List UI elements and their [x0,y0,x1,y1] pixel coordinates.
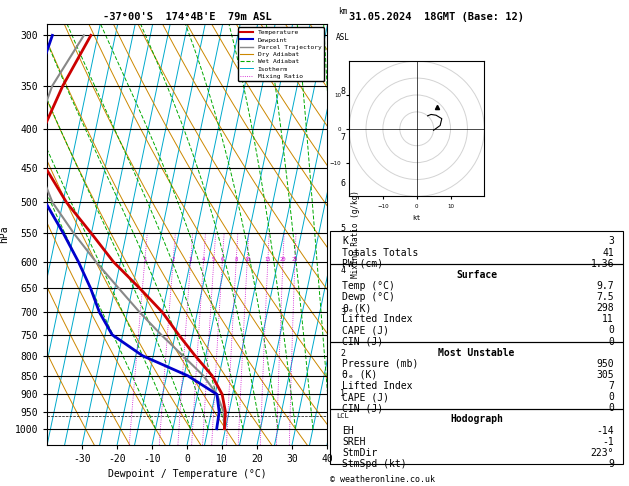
Text: 11: 11 [602,314,614,324]
Bar [330,409,623,465]
Text: km: km [338,7,347,16]
Text: Most Unstable: Most Unstable [438,347,515,358]
Text: 15: 15 [265,257,271,262]
Title: -37°00'S  174°4B'E  79m ASL: -37°00'S 174°4B'E 79m ASL [103,12,272,22]
Bar [330,264,623,342]
Text: CAPE (J): CAPE (J) [342,392,389,402]
Text: -14: -14 [596,426,614,435]
Text: 6: 6 [221,257,224,262]
Text: 6: 6 [340,179,345,188]
Text: 3: 3 [608,236,614,246]
Text: Lifted Index: Lifted Index [342,314,413,324]
Text: 0: 0 [608,403,614,413]
Text: Totals Totals: Totals Totals [342,247,418,258]
Text: θₑ (K): θₑ (K) [342,370,377,380]
Bar [330,231,623,264]
Text: Pressure (mb): Pressure (mb) [342,359,418,369]
Text: 41: 41 [602,247,614,258]
Text: 0: 0 [608,336,614,347]
Text: 20: 20 [280,257,286,262]
X-axis label: kt: kt [413,215,421,221]
Text: 305: 305 [596,370,614,380]
Text: 2: 2 [340,349,345,358]
Text: 10: 10 [244,257,250,262]
Text: SREH: SREH [342,436,365,447]
Text: -1: -1 [602,436,614,447]
Text: 25: 25 [292,257,298,262]
Bar [330,342,623,409]
Text: θₑ(K): θₑ(K) [342,303,371,313]
Text: 1: 1 [143,257,147,262]
Text: 8: 8 [340,87,345,96]
Text: 223°: 223° [591,448,614,458]
Legend: Temperature, Dewpoint, Parcel Trajectory, Dry Adiabat, Wet Adiabat, Isotherm, Mi: Temperature, Dewpoint, Parcel Trajectory… [238,27,324,81]
Text: Lifted Index: Lifted Index [342,381,413,391]
Text: 0: 0 [608,326,614,335]
Y-axis label: hPa: hPa [0,226,9,243]
Text: ASL: ASL [336,33,350,42]
Text: CAPE (J): CAPE (J) [342,326,389,335]
Text: 7: 7 [340,133,345,142]
Text: 5: 5 [340,224,345,232]
Text: Hodograph: Hodograph [450,415,503,424]
Text: CIN (J): CIN (J) [342,336,383,347]
Text: 950: 950 [596,359,614,369]
Text: 2: 2 [172,257,175,262]
Text: 7: 7 [608,381,614,391]
Text: 1: 1 [340,389,345,398]
Text: 7.5: 7.5 [596,292,614,302]
Text: 8: 8 [235,257,238,262]
X-axis label: Dewpoint / Temperature (°C): Dewpoint / Temperature (°C) [108,469,267,479]
Text: 5: 5 [212,257,215,262]
Text: 298: 298 [596,303,614,313]
Text: 0: 0 [608,392,614,402]
Text: Mixing Ratio (g/kg): Mixing Ratio (g/kg) [351,191,360,278]
Text: 3: 3 [189,257,192,262]
Text: StmSpd (kt): StmSpd (kt) [342,459,406,469]
Text: 4: 4 [202,257,205,262]
Text: 31.05.2024  18GMT (Base: 12): 31.05.2024 18GMT (Base: 12) [349,12,524,22]
Text: Surface: Surface [456,270,497,280]
Text: LCL: LCL [337,414,349,419]
Text: 1.36: 1.36 [591,259,614,269]
Text: 9.7: 9.7 [596,281,614,291]
Text: © weatheronline.co.uk: © weatheronline.co.uk [330,474,435,484]
Text: 4: 4 [340,266,345,276]
Text: Dewp (°C): Dewp (°C) [342,292,395,302]
Text: CIN (J): CIN (J) [342,403,383,413]
Text: EH: EH [342,426,353,435]
Text: PW (cm): PW (cm) [342,259,383,269]
Text: 9: 9 [608,459,614,469]
Text: K: K [342,236,348,246]
Text: Temp (°C): Temp (°C) [342,281,395,291]
Text: StmDir: StmDir [342,448,377,458]
Text: 3: 3 [340,308,345,317]
